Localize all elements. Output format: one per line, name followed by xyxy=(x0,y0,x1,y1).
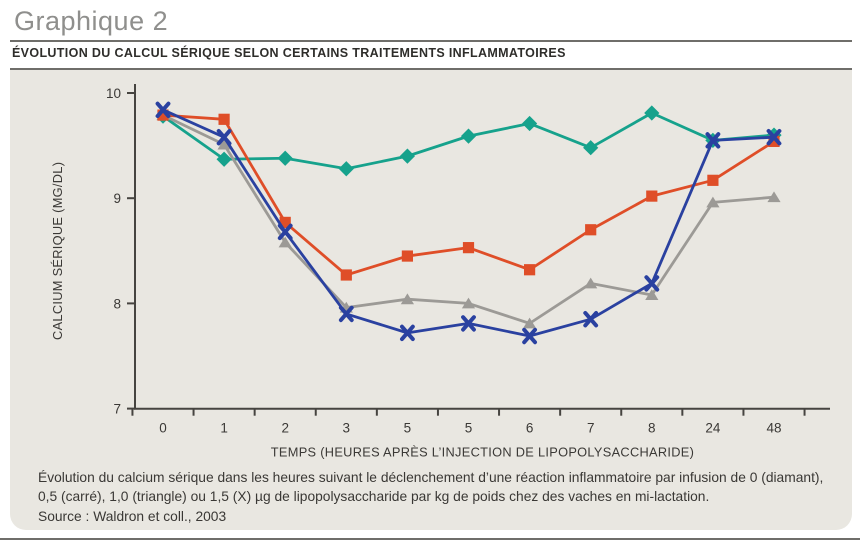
square-marker xyxy=(768,135,780,147)
diamond-marker xyxy=(522,115,538,132)
square-marker xyxy=(218,113,230,125)
series-x xyxy=(155,101,782,345)
x-tick-label: 0 xyxy=(159,421,167,436)
x-marker xyxy=(522,327,537,345)
chart-panel: 10 9 8 7 0 1 2 3 5 5 6 7 8 24 48 TEMPS (HEURES APRÈS L’… xyxy=(10,68,852,530)
triangle-marker xyxy=(278,236,292,248)
chart-caption: Évolution du calcium sérique dans les he… xyxy=(38,468,830,526)
triangle-marker xyxy=(523,317,537,329)
x-tick-label: 7 xyxy=(587,421,595,436)
x-marker xyxy=(644,275,660,292)
x-marker xyxy=(277,223,293,241)
y-tick-label: 10 xyxy=(106,86,121,101)
x-tick-label: 1 xyxy=(220,421,228,436)
diamond-marker xyxy=(216,151,232,167)
caption-body: Évolution du calcium sérique dans les he… xyxy=(38,470,824,505)
x-tick-label: 8 xyxy=(648,421,656,436)
diamond-marker xyxy=(644,105,660,121)
x-tick-label: 5 xyxy=(404,421,412,436)
square-marker xyxy=(340,269,352,281)
caption-source: Source : Waldron et coll., 2003 xyxy=(38,508,227,524)
series-square xyxy=(157,109,780,281)
chart-subtitle: ÉVOLUTION DU CALCUL SÉRIQUE SELON CERTAI… xyxy=(12,46,566,60)
x-tick-label: 2 xyxy=(281,421,289,436)
x-marker xyxy=(155,101,171,119)
x-tick-label: 3 xyxy=(343,421,351,436)
triangle-marker xyxy=(706,196,720,208)
square-marker xyxy=(279,216,291,228)
square-marker xyxy=(524,264,536,276)
x-marker xyxy=(705,132,721,149)
x-marker xyxy=(400,324,415,342)
triangle-marker xyxy=(584,277,598,289)
page-title: Graphique 2 xyxy=(14,6,169,36)
triangle-marker xyxy=(400,293,414,305)
triangle-marker xyxy=(217,138,231,150)
square-marker xyxy=(707,174,719,186)
diamond-marker xyxy=(277,150,293,166)
square-marker xyxy=(646,190,658,202)
triangle-marker xyxy=(767,191,781,203)
series-line xyxy=(162,113,775,325)
square-marker xyxy=(585,224,597,236)
y-tick-label: 9 xyxy=(113,191,121,206)
title-divider xyxy=(10,40,852,42)
diamond-marker xyxy=(338,161,354,177)
x-marker xyxy=(216,128,232,146)
x-marker xyxy=(766,128,782,146)
square-marker xyxy=(157,109,169,121)
y-tick-label: 7 xyxy=(113,402,121,417)
y-axis-title: CALCIUM SÉRIQUE (MG/DL) xyxy=(50,162,65,340)
square-marker xyxy=(401,250,413,262)
calcium-line-chart: 10 9 8 7 0 1 2 3 5 5 6 7 8 24 48 TEMPS (HEURES APRÈS L’… xyxy=(50,84,830,460)
bottom-divider xyxy=(0,538,860,540)
diamond-marker xyxy=(583,140,599,156)
diamond-marker xyxy=(460,128,477,144)
square-marker xyxy=(462,242,475,254)
x-tick-label: 48 xyxy=(766,421,781,436)
y-tick-label: 8 xyxy=(113,296,121,311)
triangle-marker xyxy=(645,289,659,300)
x-marker xyxy=(461,315,476,332)
triangle-marker xyxy=(461,297,476,309)
x-marker xyxy=(583,310,599,328)
diamond-marker xyxy=(399,148,415,164)
x-marker xyxy=(338,305,354,323)
x-tick-label: 24 xyxy=(705,421,721,436)
x-tick-label: 5 xyxy=(465,421,473,436)
series-diamond xyxy=(155,105,782,177)
x-tick-label: 6 xyxy=(526,421,534,436)
x-axis-title: TEMPS (HEURES APRÈS L’INJECTION DE LIPOP… xyxy=(271,445,694,460)
